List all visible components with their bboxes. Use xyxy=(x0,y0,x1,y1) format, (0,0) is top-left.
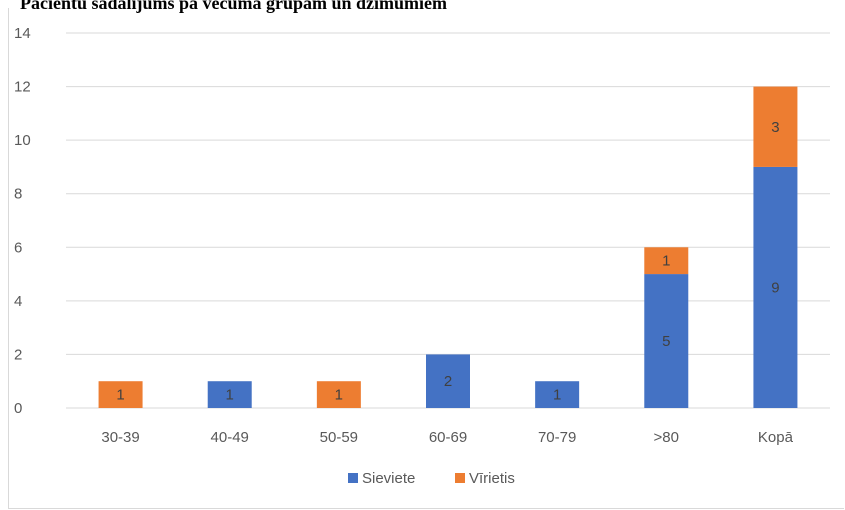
chart-title: Pacientu sadalījums pa vecuma grupām un … xyxy=(20,0,448,13)
y-tick-label: 14 xyxy=(14,25,31,42)
y-tick-label: 6 xyxy=(14,239,22,256)
data-label: 1 xyxy=(226,387,234,404)
y-tick-label: 2 xyxy=(14,346,22,363)
data-label: 1 xyxy=(335,387,343,404)
x-tick-label: >80 xyxy=(654,429,679,446)
data-label: 9 xyxy=(771,279,779,296)
x-tick-label: Kopā xyxy=(758,429,794,446)
x-tick-label: 50-59 xyxy=(320,429,358,446)
bar-sieviete xyxy=(426,354,470,408)
legend-swatch xyxy=(455,473,465,483)
y-tick-label: 12 xyxy=(14,79,31,96)
data-label: 3 xyxy=(771,119,779,136)
x-tick-label: 60-69 xyxy=(429,429,467,446)
bar-vrietis xyxy=(644,247,689,275)
data-label: 5 xyxy=(662,333,670,350)
bar-sieviete xyxy=(753,166,798,408)
y-tick-label: 0 xyxy=(14,400,22,417)
data-label: 1 xyxy=(553,387,561,404)
bar-sieviete xyxy=(644,274,689,408)
bar-vrietis xyxy=(753,86,798,167)
legend-label: Sieviete xyxy=(362,470,415,487)
y-tick-label: 8 xyxy=(14,186,22,203)
bar-vrietis xyxy=(98,381,143,408)
bar-vrietis xyxy=(316,381,361,408)
y-tick-label: 4 xyxy=(14,293,22,310)
legend-label: Vīrietis xyxy=(469,470,515,487)
x-tick-label: 40-49 xyxy=(211,429,249,446)
data-label: 2 xyxy=(444,373,452,390)
data-label: 1 xyxy=(662,253,670,270)
x-tick-label: 70-79 xyxy=(538,429,576,446)
x-tick-label: 30-39 xyxy=(101,429,139,446)
bar-sieviete xyxy=(207,381,252,408)
chart-frame xyxy=(8,8,844,509)
y-tick-label: 10 xyxy=(14,132,31,149)
bar-sieviete xyxy=(535,381,580,408)
data-label: 1 xyxy=(116,387,124,404)
legend-swatch xyxy=(348,473,358,483)
